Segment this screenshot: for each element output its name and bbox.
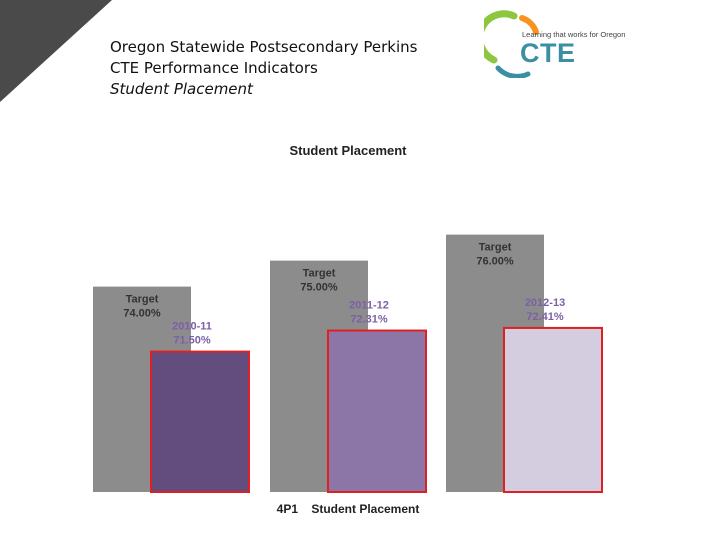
logo-tagline: Learning that works for Oregon [522,30,626,39]
actual-bar-2012-13 [503,326,603,493]
target-label-2010-11: 74.00% [123,308,161,320]
actual-bar-2010-11 [150,350,250,493]
target-label-2011-12: Target [303,268,336,280]
chart-title: Student Placement [289,143,407,158]
actual-label-2010-11: 2010-11 [172,321,212,333]
target-label-2011-12: 75.00% [300,282,338,294]
logo-wordmark: CTE [520,38,576,68]
actual-label-2012-13: 72.41% [526,311,564,323]
actual-label-2011-12: 72.31% [350,314,388,326]
target-label-2012-13: 76.00% [476,256,514,268]
actual-label-2012-13: 2012-13 [525,297,565,309]
target-label-2010-11: Target [126,294,159,306]
cte-logo: Learning that works for Oregon CTE [484,8,654,78]
actual-label-2011-12: 2011-12 [349,300,389,312]
header-subtitle: Student Placement [110,80,253,98]
actual-bar-2011-12 [327,329,427,494]
x-axis-label: 4P1 Student Placement [277,502,420,516]
header-title-line-2: CTE Performance Indicators [110,59,318,77]
header-title-line-1: Oregon Statewide Postsecondary Perkins [110,38,418,56]
bar-group: Target 74.00% 2010-11 71.50% Target 75.00% 201… [93,234,603,494]
corner-decoration [0,0,112,102]
target-label-2012-13: Target [479,242,512,254]
cte-logo-swirl-icon [484,10,539,78]
actual-label-2010-11: 71.50% [173,335,211,347]
